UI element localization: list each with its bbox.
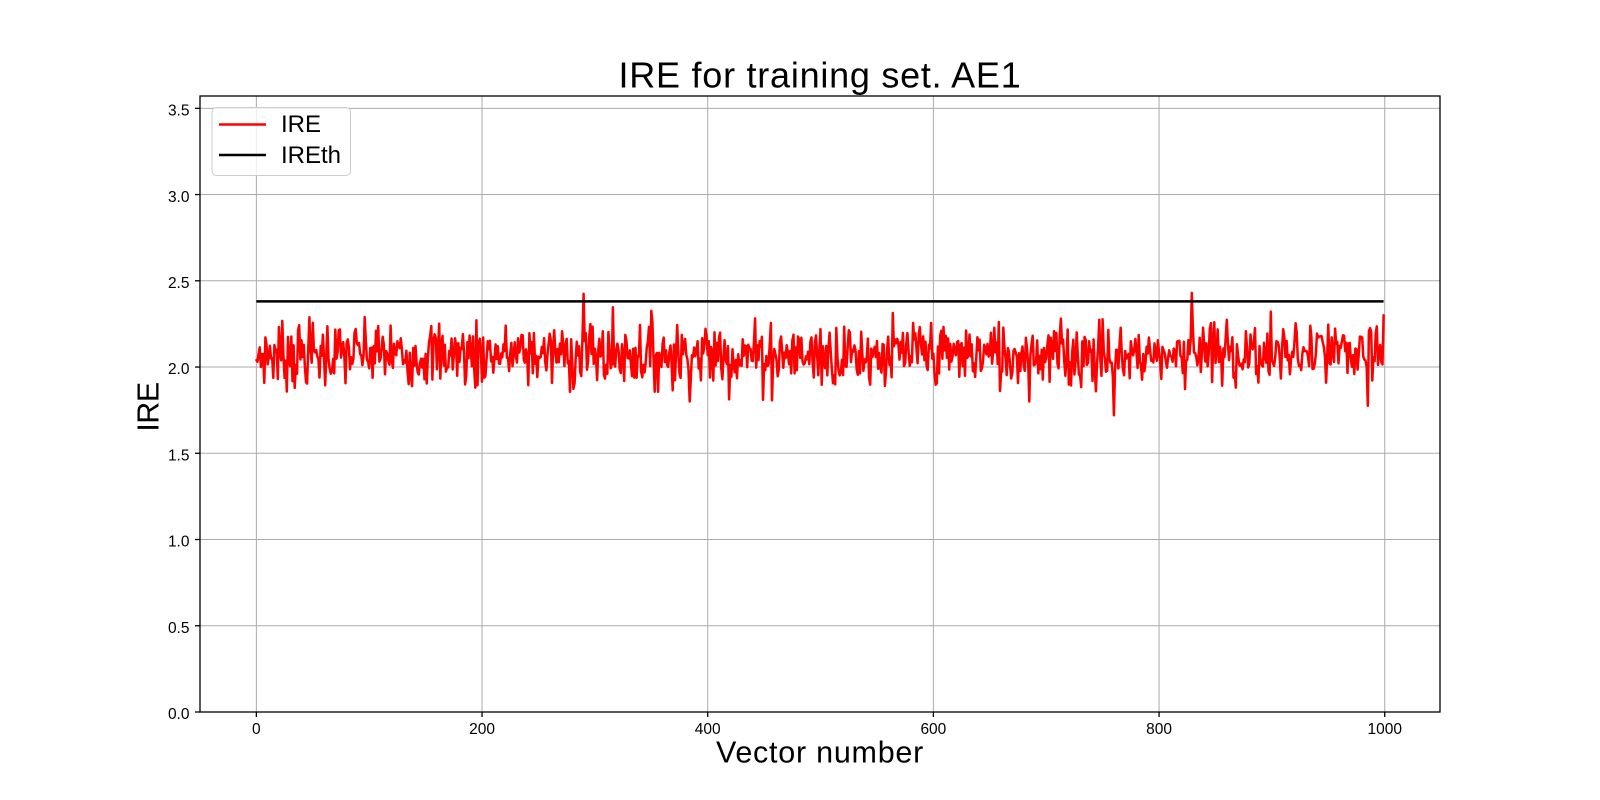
- svg-text:3.5: 3.5: [168, 103, 190, 120]
- svg-text:200: 200: [469, 721, 495, 738]
- svg-text:0.0: 0.0: [168, 706, 190, 723]
- svg-text:Vector number: Vector number: [716, 735, 924, 769]
- svg-text:400: 400: [695, 721, 721, 738]
- svg-text:1.5: 1.5: [168, 447, 190, 464]
- svg-text:IREth: IREth: [281, 142, 341, 169]
- svg-text:1000: 1000: [1367, 721, 1402, 738]
- svg-text:IRE: IRE: [281, 111, 321, 138]
- svg-text:IRE: IRE: [132, 382, 166, 432]
- svg-text:0.5: 0.5: [168, 620, 190, 637]
- svg-text:3.0: 3.0: [168, 189, 190, 206]
- svg-text:600: 600: [920, 721, 946, 738]
- svg-text:IRE for training set. AE1: IRE for training set. AE1: [619, 55, 1022, 96]
- svg-text:800: 800: [1146, 721, 1172, 738]
- svg-text:2.5: 2.5: [168, 275, 190, 292]
- svg-text:0: 0: [252, 721, 261, 738]
- svg-text:1.0: 1.0: [168, 534, 190, 551]
- svg-text:2.0: 2.0: [168, 361, 190, 378]
